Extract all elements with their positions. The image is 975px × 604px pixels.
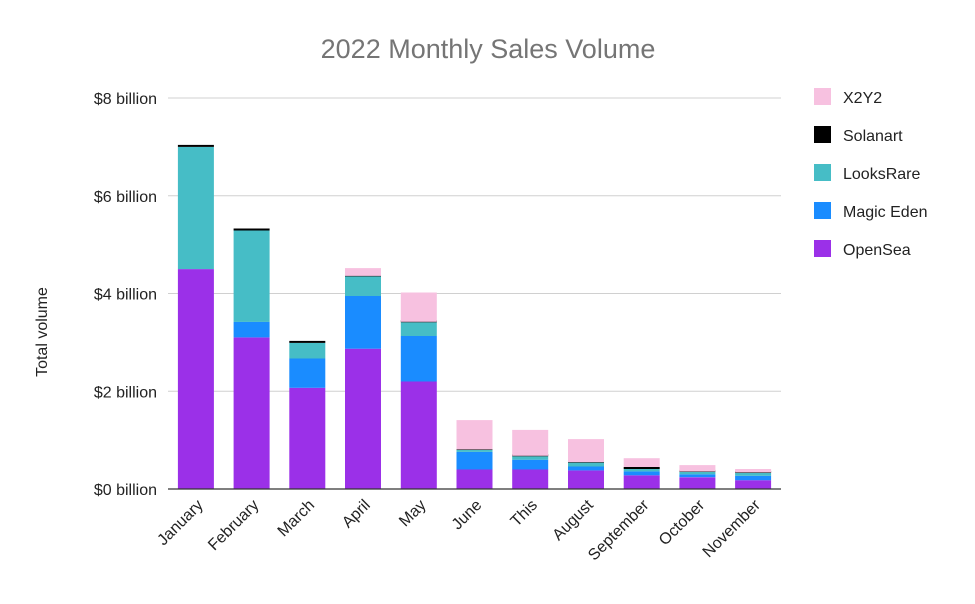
y-axis-ticks: $0 billion $2 billion $4 billion $6 billion…: [94, 91, 157, 499]
bars: [177, 144, 772, 489]
bar-segment: [568, 439, 604, 463]
bar-segment: [735, 472, 772, 476]
x-tick-label: September: [585, 496, 653, 564]
bar-segment: [345, 348, 381, 489]
bar-segment: [456, 420, 493, 450]
bar-segment: [735, 475, 772, 481]
bar-segment: [623, 475, 660, 489]
legend-label: X2Y2: [843, 90, 882, 107]
bar-segment: [568, 462, 604, 467]
y-tick-label: $6 billion: [94, 189, 157, 206]
bar-segment: [679, 471, 716, 475]
bar-segment: [400, 336, 437, 382]
legend-swatch: [814, 164, 831, 181]
x-tick-label: January: [154, 497, 206, 549]
bar-segment: [679, 474, 716, 478]
legend-label: Magic Eden: [843, 204, 928, 221]
y-tick-label: $2 billion: [94, 384, 157, 401]
legend-item[interactable]: LooksRare: [814, 164, 920, 183]
legend-item[interactable]: X2Y2: [814, 88, 882, 107]
bar-segment: [568, 470, 604, 489]
legend-swatch: [814, 240, 831, 257]
x-tick-label: April: [339, 497, 374, 532]
y-tick-label: $0 billion: [94, 482, 157, 499]
bar-segment: [233, 230, 270, 322]
bar-segment: [177, 269, 214, 489]
bar-segment: [679, 477, 716, 489]
bar-segment: [345, 268, 381, 276]
bar-segment: [289, 340, 326, 343]
legend-item[interactable]: Solanart: [814, 126, 903, 145]
legend-label: LooksRare: [843, 166, 920, 183]
chart-title: 2022 Monthly Sales Volume: [321, 34, 656, 64]
x-tick-label: February: [205, 497, 262, 554]
legend-label: OpenSea: [843, 242, 911, 259]
legend[interactable]: X2Y2 Solanart LooksRare Magic Eden OpenSea: [814, 88, 928, 259]
legend-item[interactable]: Magic Eden: [814, 202, 928, 221]
x-tick-label: June: [449, 497, 486, 534]
legend-swatch: [814, 202, 831, 219]
x-tick-label: October: [656, 496, 709, 549]
bar-segment: [400, 381, 437, 489]
y-tick-label: $4 billion: [94, 287, 157, 304]
bar-segment: [177, 146, 214, 270]
bar-segment: [345, 276, 381, 296]
bar-segment: [400, 322, 437, 336]
grid-lines: [168, 97, 781, 392]
x-tick-label: November: [700, 496, 765, 561]
bar-segment: [289, 358, 326, 388]
bar-segment: [735, 469, 772, 473]
y-axis-title: Total volume: [34, 287, 51, 377]
bar-segment: [233, 228, 270, 231]
legend-item[interactable]: OpenSea: [814, 240, 911, 259]
bar-segment: [623, 467, 660, 469]
bar-segment: [623, 469, 660, 472]
legend-swatch: [814, 126, 831, 143]
x-tick-label: May: [396, 497, 429, 530]
bar-segment: [735, 480, 772, 489]
bar-segment: [679, 465, 716, 472]
x-tick-label: This: [508, 497, 541, 530]
bar-segment: [568, 466, 604, 471]
x-tick-label: August: [550, 496, 598, 544]
bar-segment: [512, 429, 549, 456]
bar-segment: [400, 292, 437, 322]
bar-segment: [456, 449, 493, 452]
bar-segment: [177, 144, 214, 147]
bar-segment: [233, 321, 270, 338]
bar-segment: [512, 459, 549, 470]
bar-segment: [456, 469, 493, 489]
bar-segment: [289, 387, 326, 489]
legend-label: Solanart: [843, 128, 903, 145]
bar-segment: [345, 295, 381, 349]
legend-swatch: [814, 88, 831, 105]
bar-segment: [233, 337, 270, 489]
bar-segment: [512, 469, 549, 489]
x-tick-label: March: [275, 497, 318, 540]
bar-segment: [512, 456, 549, 460]
bar-segment: [623, 471, 660, 476]
bar-segment: [289, 342, 326, 359]
bar-segment: [456, 451, 493, 470]
bar-segment: [623, 458, 660, 467]
y-tick-label: $8 billion: [94, 91, 157, 108]
